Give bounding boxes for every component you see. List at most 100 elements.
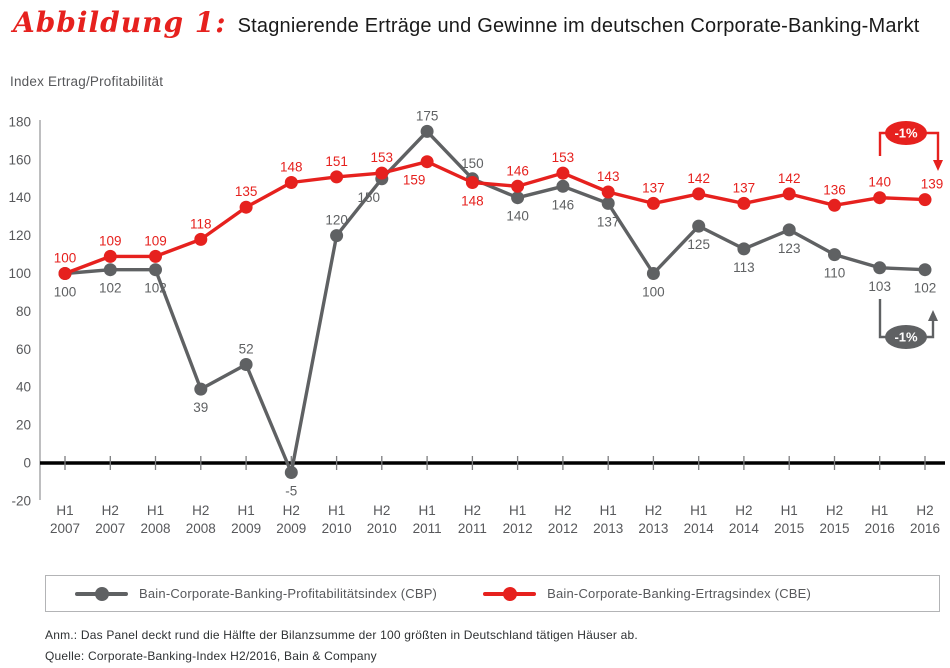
CBE-point <box>782 187 796 201</box>
CBP-point <box>646 267 660 280</box>
y-axis-tick-labels: 180 160 140 120 100 80 60 40 20 0 -20 <box>8 114 31 508</box>
CBP-point <box>420 124 434 138</box>
CBE-point <box>465 176 479 189</box>
footnotes: Anm.: Das Panel deckt rund die Hälfte de… <box>45 625 638 667</box>
legend-item-cbp: Bain-Corporate-Banking-Profitabilitätsin… <box>75 586 437 601</box>
CBE-value-label: 135 <box>235 184 258 199</box>
CBE-point <box>194 232 208 246</box>
annotation-badge-text: -1% <box>894 126 918 141</box>
y-tick-label: 80 <box>16 304 31 319</box>
x-category-label: H1 2011 <box>413 503 442 536</box>
CBE-value-label: 143 <box>597 169 620 184</box>
CBE-point <box>103 249 117 263</box>
CBE-value-label: 118 <box>190 216 212 231</box>
x-category-label: H2 2007 <box>95 503 125 536</box>
CBP-point <box>149 263 162 277</box>
CBP-point <box>330 229 344 243</box>
CBE-value-label: 148 <box>280 160 303 175</box>
x-category-label: H2 2014 <box>729 503 760 536</box>
CBP-value-label: 52 <box>239 342 254 357</box>
x-category-label: H2 2015 <box>819 503 849 536</box>
CBE-value-label: 139 <box>921 177 944 192</box>
y-tick-label: 160 <box>8 152 31 167</box>
x-category-label: H1 2009 <box>231 503 261 536</box>
CBE-point <box>601 185 615 199</box>
CBP-value-label: 102 <box>144 281 167 296</box>
CBE-point <box>737 196 751 210</box>
CBE-value-label: 153 <box>371 150 394 165</box>
CBP-value-label: 110 <box>824 266 846 281</box>
x-category-label: H1 2010 <box>322 503 352 536</box>
figure-title: Stagnierende Erträge und Gewinne im deut… <box>237 15 920 37</box>
y-tick-label: -20 <box>11 493 31 508</box>
CBE-point <box>873 191 887 205</box>
CBE-value-label: 151 <box>325 154 348 169</box>
chart-legend: Bain-Corporate-Banking-Profitabilitätsin… <box>45 575 940 612</box>
x-category-label: H1 2016 <box>865 503 895 536</box>
CBE-value-label: 137 <box>733 180 756 195</box>
CBP-point <box>692 219 706 233</box>
CBE-point <box>828 198 841 212</box>
CBE-value-label: 100 <box>54 251 77 266</box>
CBP-value-label: 120 <box>325 213 348 228</box>
x-category-label: H1 2014 <box>684 503 715 536</box>
annotation-badge <box>885 121 927 145</box>
CBE-value-label: 153 <box>552 150 575 165</box>
CBP-value-label: 140 <box>506 209 529 224</box>
cbe-line-marker-icon <box>483 586 537 601</box>
CBE-point <box>511 179 525 193</box>
footnote-note: Anm.: Das Panel deckt rund die Hälfte de… <box>45 628 638 642</box>
legend-item-cbe: Bain-Corporate-Banking-Ertragsindex (CBE… <box>483 586 811 601</box>
legend-label-cbe: Bain-Corporate-Banking-Ertragsindex (CBE… <box>547 586 812 601</box>
x-axis-ticks <box>64 456 926 470</box>
CBP-value-label: 150 <box>358 190 381 205</box>
CBE-value-label: 109 <box>144 233 167 248</box>
cbp-series: 100 102 102 39 52 -5 120 150 175 150 140 146 137 100 1… <box>54 108 937 498</box>
CBP-value-label: 150 <box>461 156 484 171</box>
CBP-value-label: 39 <box>193 400 208 415</box>
x-category-label: H2 2013 <box>638 503 668 536</box>
y-tick-label: 40 <box>16 380 31 395</box>
CBE-value-label: 109 <box>99 233 122 248</box>
CBE-line <box>64 159 926 276</box>
CBP-point <box>873 261 887 275</box>
CBE-point <box>918 193 932 207</box>
CBP-point <box>918 263 932 277</box>
annotation-arrow-down-icon <box>933 160 943 171</box>
x-category-label: H1 2013 <box>593 503 623 536</box>
x-category-label: H2 2008 <box>186 503 216 536</box>
CBE-point <box>375 166 389 180</box>
CBE-point <box>284 176 298 189</box>
CBE-value-label: 148 <box>461 194 484 209</box>
CBP-point <box>103 263 117 277</box>
figure-header: Abbildung 1: Stagnierende Erträge und Ge… <box>13 6 920 39</box>
CBE-value-label: 146 <box>506 163 529 178</box>
CBP-point <box>601 196 615 210</box>
CBP-value-label: -5 <box>285 484 297 499</box>
annotation-badge <box>885 325 927 349</box>
x-axis-labels: H1 2007 H2 2007 H1 2008 H2 2008 H1 2009 H2 2009 H1 20… <box>50 503 940 536</box>
CBE-point <box>330 170 344 184</box>
CBE-point <box>58 267 72 280</box>
CBP-value-label: 146 <box>552 197 575 212</box>
CBP-line <box>64 129 926 475</box>
footnote-source: Quelle: Corporate-Banking-Index H2/2016,… <box>45 649 377 663</box>
CBP-point <box>556 179 570 193</box>
CBP-value-label: 175 <box>416 108 439 123</box>
CBP-value-label: 100 <box>54 285 77 300</box>
CBP-point <box>239 358 253 371</box>
x-category-label: H2 2009 <box>276 503 306 536</box>
CBP-value-label: 113 <box>733 260 755 275</box>
x-category-label: H1 2008 <box>140 503 170 536</box>
CBP-value-label: 103 <box>868 279 891 294</box>
CBP-point <box>782 223 796 237</box>
CBP-point <box>737 242 751 256</box>
x-category-label: H1 2015 <box>774 503 804 536</box>
x-category-label: H2 2011 <box>458 503 487 536</box>
y-tick-label: 20 <box>16 418 31 433</box>
cbe-change-annotation: -1% <box>878 121 943 171</box>
CBE-point <box>556 166 570 180</box>
CBE-value-label: 136 <box>823 182 846 197</box>
CBP-point <box>284 466 298 479</box>
CBE-point <box>149 249 162 263</box>
